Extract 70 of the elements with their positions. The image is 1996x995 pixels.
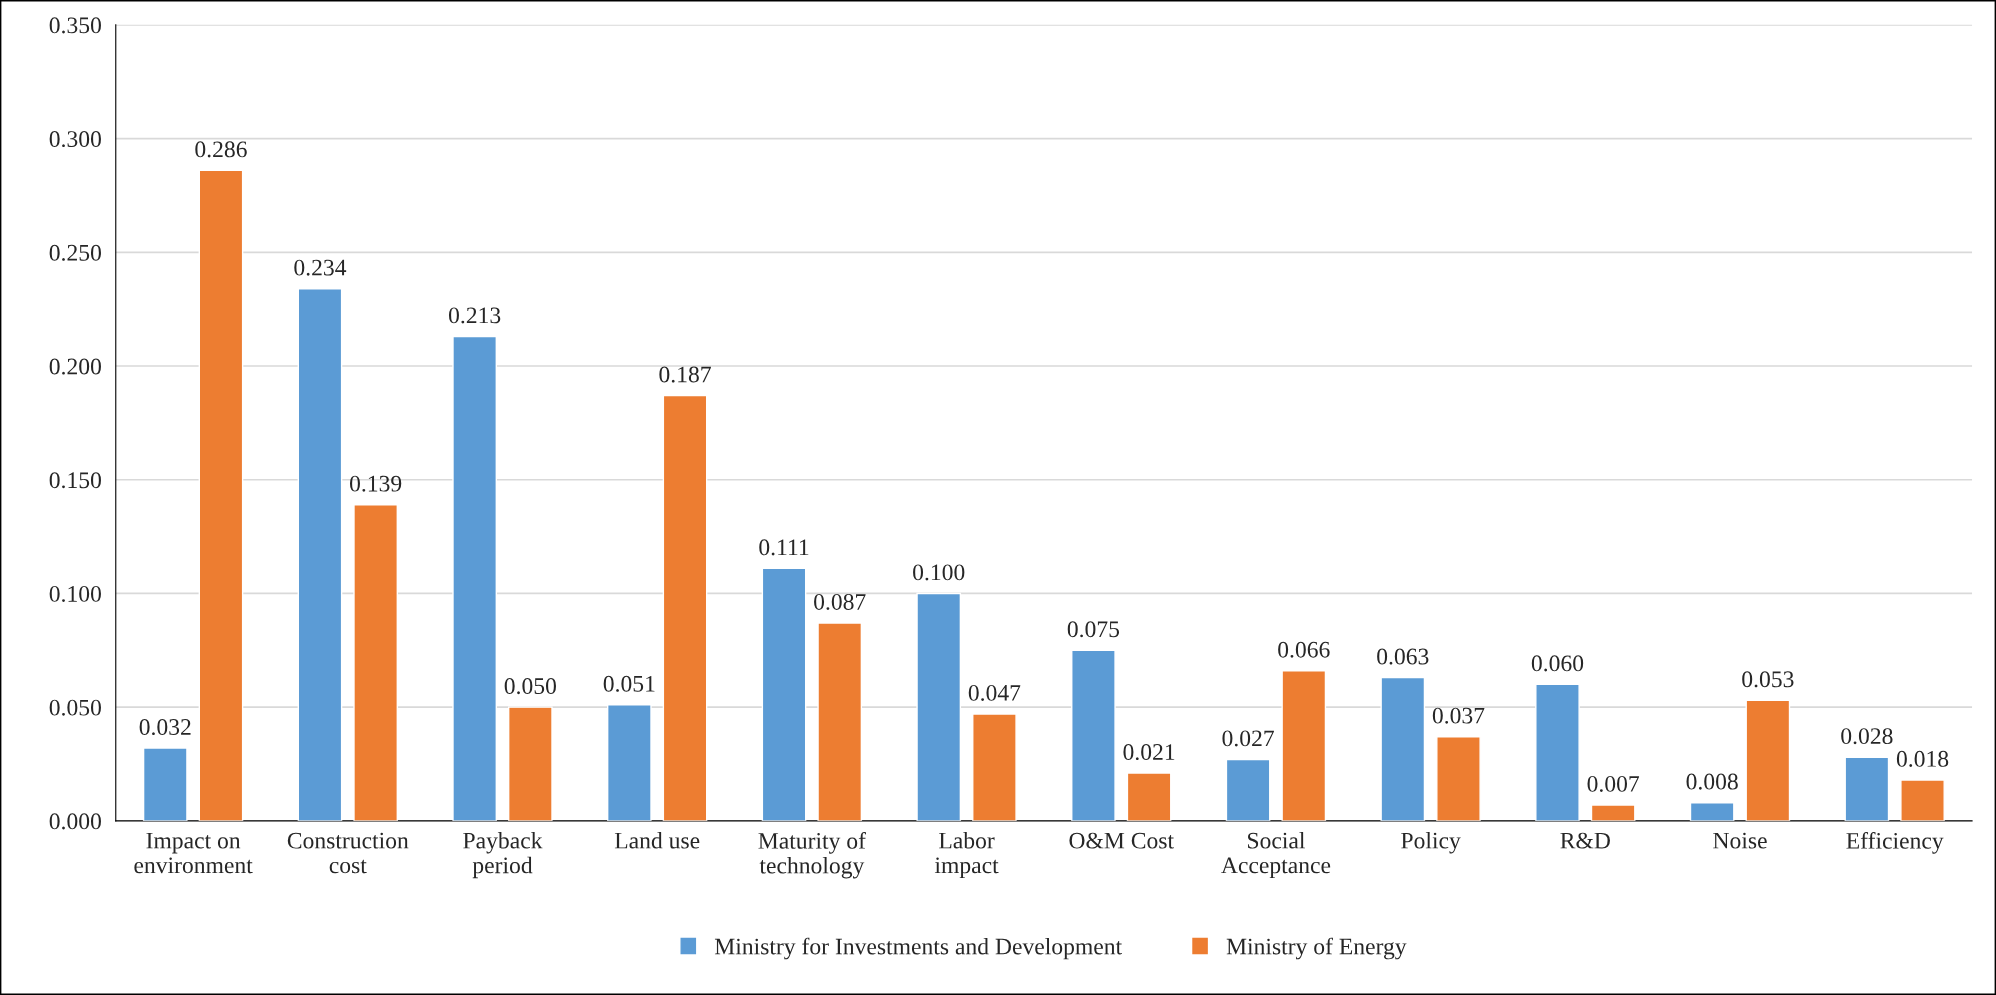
y-tick-label: 0.000 — [49, 813, 101, 830]
x-tick-label: Policy — [1401, 831, 1461, 854]
bar — [606, 704, 652, 821]
data-label: 0.032 — [139, 719, 191, 736]
bar — [1689, 801, 1735, 821]
bar — [353, 504, 398, 821]
bar — [1745, 699, 1791, 821]
bar — [662, 394, 708, 821]
bar — [507, 706, 553, 821]
legend-label: Ministry for Investments and Development — [714, 937, 1122, 960]
legend-label: Ministry of Energy — [1226, 937, 1407, 960]
bar — [1126, 772, 1172, 821]
data-label: 0.028 — [1841, 728, 1893, 745]
bar — [817, 622, 863, 821]
data-label: 0.100 — [913, 564, 965, 581]
y-tick-label: 0.350 — [49, 17, 101, 34]
bar — [452, 335, 498, 821]
data-label: 0.051 — [603, 675, 655, 692]
data-label: 0.187 — [659, 366, 711, 383]
data-label: 0.063 — [1377, 648, 1429, 665]
y-tick-label: 0.150 — [49, 472, 101, 489]
bar — [1071, 649, 1116, 821]
bar — [1436, 736, 1481, 821]
data-label: 0.111 — [759, 539, 809, 556]
bar — [1225, 758, 1271, 821]
x-tick-label: O&M Cost — [1069, 832, 1174, 849]
bar — [972, 713, 1017, 821]
y-tick-label: 0.050 — [49, 699, 101, 716]
data-label: 0.021 — [1123, 744, 1175, 761]
x-tick-label: Land use — [614, 831, 700, 849]
x-tick-label: Maturity of technology — [758, 831, 866, 879]
data-label: 0.139 — [349, 475, 402, 492]
data-label: 0.018 — [1896, 750, 1949, 767]
bar — [1844, 756, 1890, 821]
bar — [142, 747, 188, 821]
data-label: 0.087 — [814, 593, 866, 610]
data-label: 0.234 — [294, 259, 347, 276]
x-tick-label: Payback period — [463, 831, 543, 879]
data-label: 0.286 — [195, 141, 247, 158]
y-tick-label: 0.200 — [49, 358, 101, 375]
data-label: 0.027 — [1222, 730, 1274, 747]
bar — [1590, 804, 1636, 821]
data-label: 0.047 — [968, 684, 1021, 701]
bar — [761, 567, 807, 821]
data-label: 0.060 — [1531, 655, 1584, 672]
bar — [1535, 683, 1580, 821]
data-label: 0.008 — [1686, 773, 1738, 790]
bar — [1380, 676, 1426, 821]
data-label: 0.050 — [504, 678, 556, 695]
y-tick-label: 0.300 — [49, 131, 101, 148]
data-label: 0.075 — [1067, 621, 1120, 638]
x-tick-label: R&D — [1560, 832, 1610, 849]
data-label: 0.213 — [448, 307, 501, 324]
bar — [916, 592, 962, 821]
x-tick-label: Impact on environment — [134, 832, 253, 874]
bar — [1281, 670, 1327, 821]
y-tick-label: 0.100 — [49, 585, 101, 602]
x-tick-label: Noise — [1713, 832, 1767, 849]
bar — [1900, 779, 1945, 821]
x-tick-label: Labor impact — [934, 831, 999, 879]
x-tick-label: Construction cost — [287, 832, 409, 874]
data-label: 0.007 — [1587, 775, 1640, 792]
x-tick-label: Efficiency — [1846, 831, 1944, 854]
x-tick-label: Social Acceptance — [1221, 831, 1331, 879]
y-tick-label: 0.250 — [49, 244, 101, 261]
data-label: 0.066 — [1278, 641, 1330, 658]
bar — [198, 169, 244, 821]
data-label: 0.037 — [1432, 707, 1485, 724]
data-label: 0.053 — [1742, 671, 1794, 688]
bar — [297, 287, 343, 821]
